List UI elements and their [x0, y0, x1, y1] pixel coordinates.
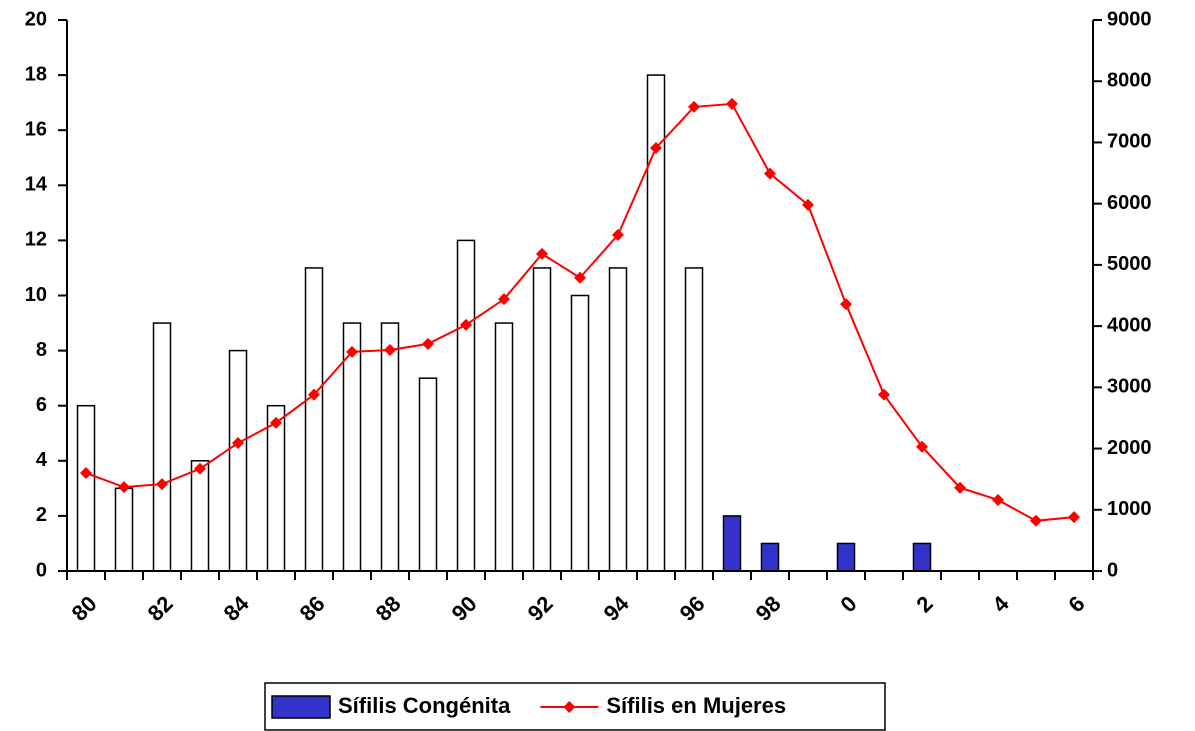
x-tick-label: 6 — [1063, 591, 1089, 617]
y-tick-label: 14 — [25, 174, 48, 196]
y2-tick-label: 4000 — [1107, 314, 1152, 336]
bar — [912, 542, 932, 572]
legend-marker — [563, 701, 576, 713]
line-marker — [840, 298, 852, 311]
bar — [836, 542, 856, 572]
y-tick-label: 0 — [36, 559, 47, 581]
line-marker — [1068, 511, 1080, 524]
line-marker — [650, 141, 662, 154]
bar — [456, 239, 476, 572]
line-marker — [954, 481, 966, 494]
x-tick-label: 86 — [295, 591, 330, 626]
line-marker — [916, 440, 928, 453]
x-tick-label: 92 — [523, 591, 558, 626]
bar — [304, 267, 324, 572]
line-marker — [878, 388, 890, 401]
y2-tick-label: 1000 — [1107, 498, 1152, 520]
bar — [342, 322, 362, 572]
y-tick-label: 12 — [25, 229, 47, 251]
y-tick-label: 20 — [25, 8, 47, 30]
y2-tick-label: 5000 — [1107, 253, 1152, 275]
bar — [418, 377, 438, 572]
x-tick-label: 98 — [751, 591, 786, 626]
y-tick-label: 2 — [36, 504, 47, 526]
y-tick-label: 6 — [36, 394, 47, 416]
x-tick-label: 0 — [835, 591, 861, 617]
bar — [494, 322, 514, 572]
bar — [532, 267, 552, 572]
line-marker — [498, 293, 510, 306]
y2-tick-label: 2000 — [1107, 437, 1152, 459]
x-tick-label: 84 — [219, 590, 255, 626]
bar — [380, 322, 400, 572]
x-tick-label: 80 — [67, 591, 102, 626]
y-tick-label: 8 — [36, 339, 47, 361]
line-marker — [992, 493, 1004, 506]
line-marker — [422, 337, 434, 350]
line-marker — [1030, 514, 1042, 527]
legend-label: Sífilis en Mujeres — [606, 693, 786, 718]
line-marker — [612, 228, 624, 241]
line-marker — [308, 388, 320, 401]
bar — [608, 267, 628, 572]
line-marker — [194, 462, 206, 475]
y2-tick-label: 9000 — [1107, 8, 1152, 30]
y-tick-label: 4 — [36, 449, 48, 471]
bar — [684, 267, 704, 572]
x-tick-label: 88 — [371, 591, 406, 626]
line-marker — [156, 478, 168, 491]
bar — [190, 460, 210, 572]
y2-tick-label: 8000 — [1107, 70, 1152, 92]
line-marker — [536, 247, 548, 260]
bar — [76, 404, 96, 572]
line-marker — [80, 467, 92, 480]
y2-tick-label: 3000 — [1107, 376, 1152, 398]
y-tick-label: 16 — [25, 118, 47, 140]
line-marker — [764, 167, 776, 180]
legend-swatch — [271, 695, 331, 719]
x-tick-label: 94 — [599, 590, 635, 626]
bar — [114, 487, 134, 572]
bar — [152, 322, 172, 572]
line-marker — [270, 416, 282, 429]
bar — [570, 294, 590, 572]
line-marker — [346, 345, 358, 358]
line-marker — [460, 318, 472, 331]
y-tick-label: 10 — [25, 284, 47, 306]
y2-tick-label: 7000 — [1107, 131, 1152, 153]
bar — [266, 404, 286, 572]
x-tick-label: 2 — [911, 591, 937, 617]
bar — [228, 349, 248, 572]
line-marker — [688, 100, 700, 113]
y2-tick-label: 0 — [1107, 559, 1118, 581]
x-tick-label: 4 — [987, 590, 1014, 617]
bar — [760, 542, 780, 572]
bar — [722, 515, 742, 572]
line-marker — [802, 198, 814, 211]
x-tick-label: 96 — [675, 591, 710, 626]
y2-tick-label: 6000 — [1107, 192, 1152, 214]
line-marker — [232, 437, 244, 450]
line-marker — [574, 271, 586, 284]
line-marker — [118, 481, 130, 494]
x-tick-label: 82 — [143, 591, 178, 626]
line-marker — [384, 343, 396, 356]
y-tick-label: 18 — [25, 63, 47, 85]
x-tick-label: 90 — [447, 591, 482, 626]
legend-box — [264, 682, 886, 731]
legend-label: Sífilis Congénita — [338, 693, 511, 718]
line-marker — [726, 97, 738, 110]
